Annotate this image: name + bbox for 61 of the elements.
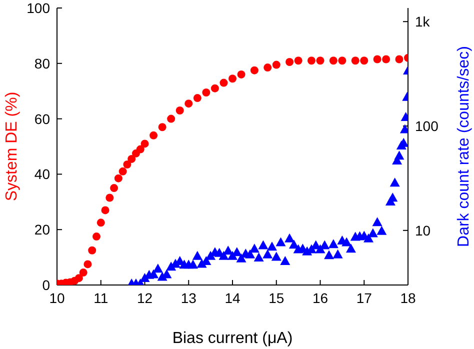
x-tick-label: 11 [94, 290, 108, 306]
point [79, 268, 88, 277]
y-tick-label: 60 [34, 110, 50, 127]
y-axis-title: System DE (%) [4, 92, 21, 202]
point [193, 94, 202, 102]
point [176, 106, 184, 114]
point [272, 60, 280, 69]
point [351, 56, 360, 65]
point [360, 56, 368, 65]
y2-axis-title: Dark count rate (counts/sec) [456, 46, 473, 247]
x-tick-label: 16 [312, 290, 328, 306]
point [158, 123, 166, 132]
point [92, 232, 100, 241]
y2-tick-label: 10 [415, 222, 431, 238]
point [395, 55, 404, 64]
point [307, 56, 316, 65]
x-tick-label: 12 [136, 290, 153, 306]
x-tick-label: 17 [356, 290, 372, 306]
point [88, 246, 96, 254]
point [264, 64, 272, 72]
point [329, 56, 338, 65]
y2-tick-label: 1k [415, 14, 431, 30]
y-tick-label: 40 [34, 166, 50, 182]
y-tick-label: 20 [34, 222, 50, 238]
point [210, 84, 219, 92]
point [294, 56, 302, 65]
point [74, 274, 83, 282]
x-tick-label: 15 [268, 290, 284, 306]
x-tick-label: 14 [224, 290, 240, 306]
point [338, 56, 346, 65]
point [202, 88, 210, 96]
point [136, 145, 144, 154]
point [128, 154, 136, 163]
y-tick-label: 0 [42, 276, 50, 293]
y-tick-label: 80 [34, 55, 50, 72]
point [101, 206, 110, 214]
point [96, 218, 105, 227]
point [250, 66, 258, 74]
point [123, 160, 132, 169]
point [228, 74, 236, 83]
x-tick-label: 10 [49, 290, 65, 306]
point [167, 114, 176, 123]
point [373, 55, 382, 64]
point [316, 56, 324, 65]
point [110, 184, 118, 192]
point [286, 58, 294, 66]
point [382, 55, 390, 64]
x-axis-title: Bias current (μA) [172, 330, 293, 347]
point [184, 100, 193, 108]
point [118, 167, 127, 176]
point [150, 131, 158, 140]
point [114, 174, 122, 182]
point [140, 140, 149, 148]
point [84, 260, 92, 268]
point [237, 70, 246, 78]
x-tick-label: 13 [180, 290, 197, 306]
point [106, 194, 114, 202]
x-tick-label: 18 [400, 290, 416, 306]
y-tick-label: 100 [26, 0, 50, 16]
y2-tick-label: 100 [415, 118, 439, 134]
point [220, 78, 228, 87]
